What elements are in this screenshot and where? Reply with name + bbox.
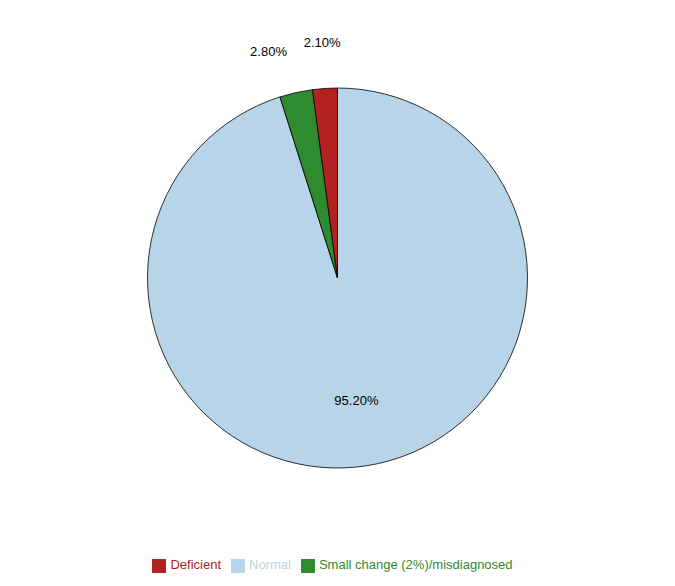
svg-text:2.10%: 2.10% (304, 35, 341, 50)
svg-text:95.20%: 95.20% (334, 393, 379, 408)
html-text:Deficient: Deficient (170, 557, 221, 573)
html-text:Small change (2%)/misdiagnosed: Small change (2%)/misdiagnosed (318, 557, 513, 573)
svg-text:2.80%: 2.80% (250, 44, 287, 59)
html-text:Normal: Normal (249, 557, 291, 573)
